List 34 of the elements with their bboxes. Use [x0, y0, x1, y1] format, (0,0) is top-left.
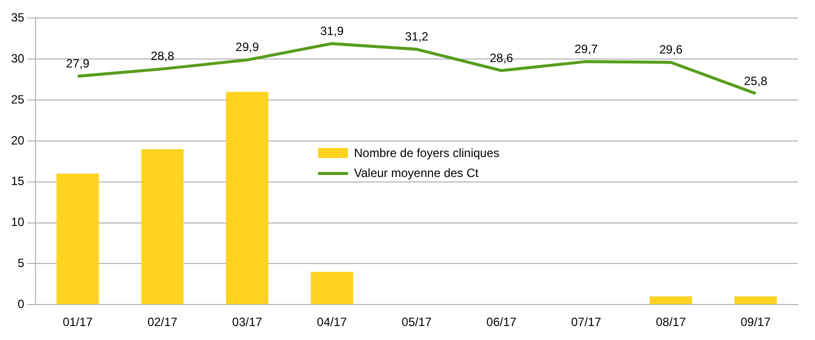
bar — [226, 92, 268, 304]
data-label: 25,8 — [744, 74, 768, 88]
data-label: 31,9 — [320, 24, 344, 38]
x-tick-label: 06/17 — [486, 315, 517, 330]
x-tick-label: 01/17 — [62, 315, 94, 330]
y-tick-label: 30 — [10, 51, 25, 66]
y-tick-label: 25 — [10, 92, 25, 106]
data-label: 31,2 — [404, 30, 429, 44]
data-label: 29,9 — [236, 40, 260, 54]
x-tick-label: 09/17 — [740, 315, 771, 330]
bar — [734, 296, 777, 304]
x-tick-label: 04/17 — [316, 315, 348, 330]
legend-label: Nombre de foyers cliniques — [354, 146, 500, 160]
x-tick-label: 08/17 — [656, 315, 686, 330]
bar — [56, 174, 99, 304]
data-label: 28,6 — [490, 50, 514, 65]
data-label: 27,9 — [66, 56, 90, 71]
bar — [650, 296, 692, 304]
bar — [141, 149, 184, 304]
y-tick-label: 15 — [10, 174, 25, 188]
data-label: 29,7 — [574, 42, 598, 56]
y-tick-label: 10 — [10, 215, 25, 230]
y-tick-label: 35 — [10, 10, 25, 25]
y-tick-label: 5 — [18, 256, 25, 270]
data-label: 28,8 — [150, 49, 174, 64]
x-tick-label: 05/17 — [402, 315, 432, 330]
bar — [310, 272, 354, 304]
y-tick-label: 0 — [18, 296, 25, 311]
x-tick-label: 03/17 — [232, 315, 263, 330]
x-tick-label: 07/17 — [571, 315, 602, 330]
x-tick-label: 02/17 — [147, 315, 178, 330]
y-tick-label: 20 — [10, 133, 25, 148]
legend-label: Valeur moyenne des Ct — [354, 166, 479, 180]
data-label: 29,6 — [659, 42, 683, 57]
